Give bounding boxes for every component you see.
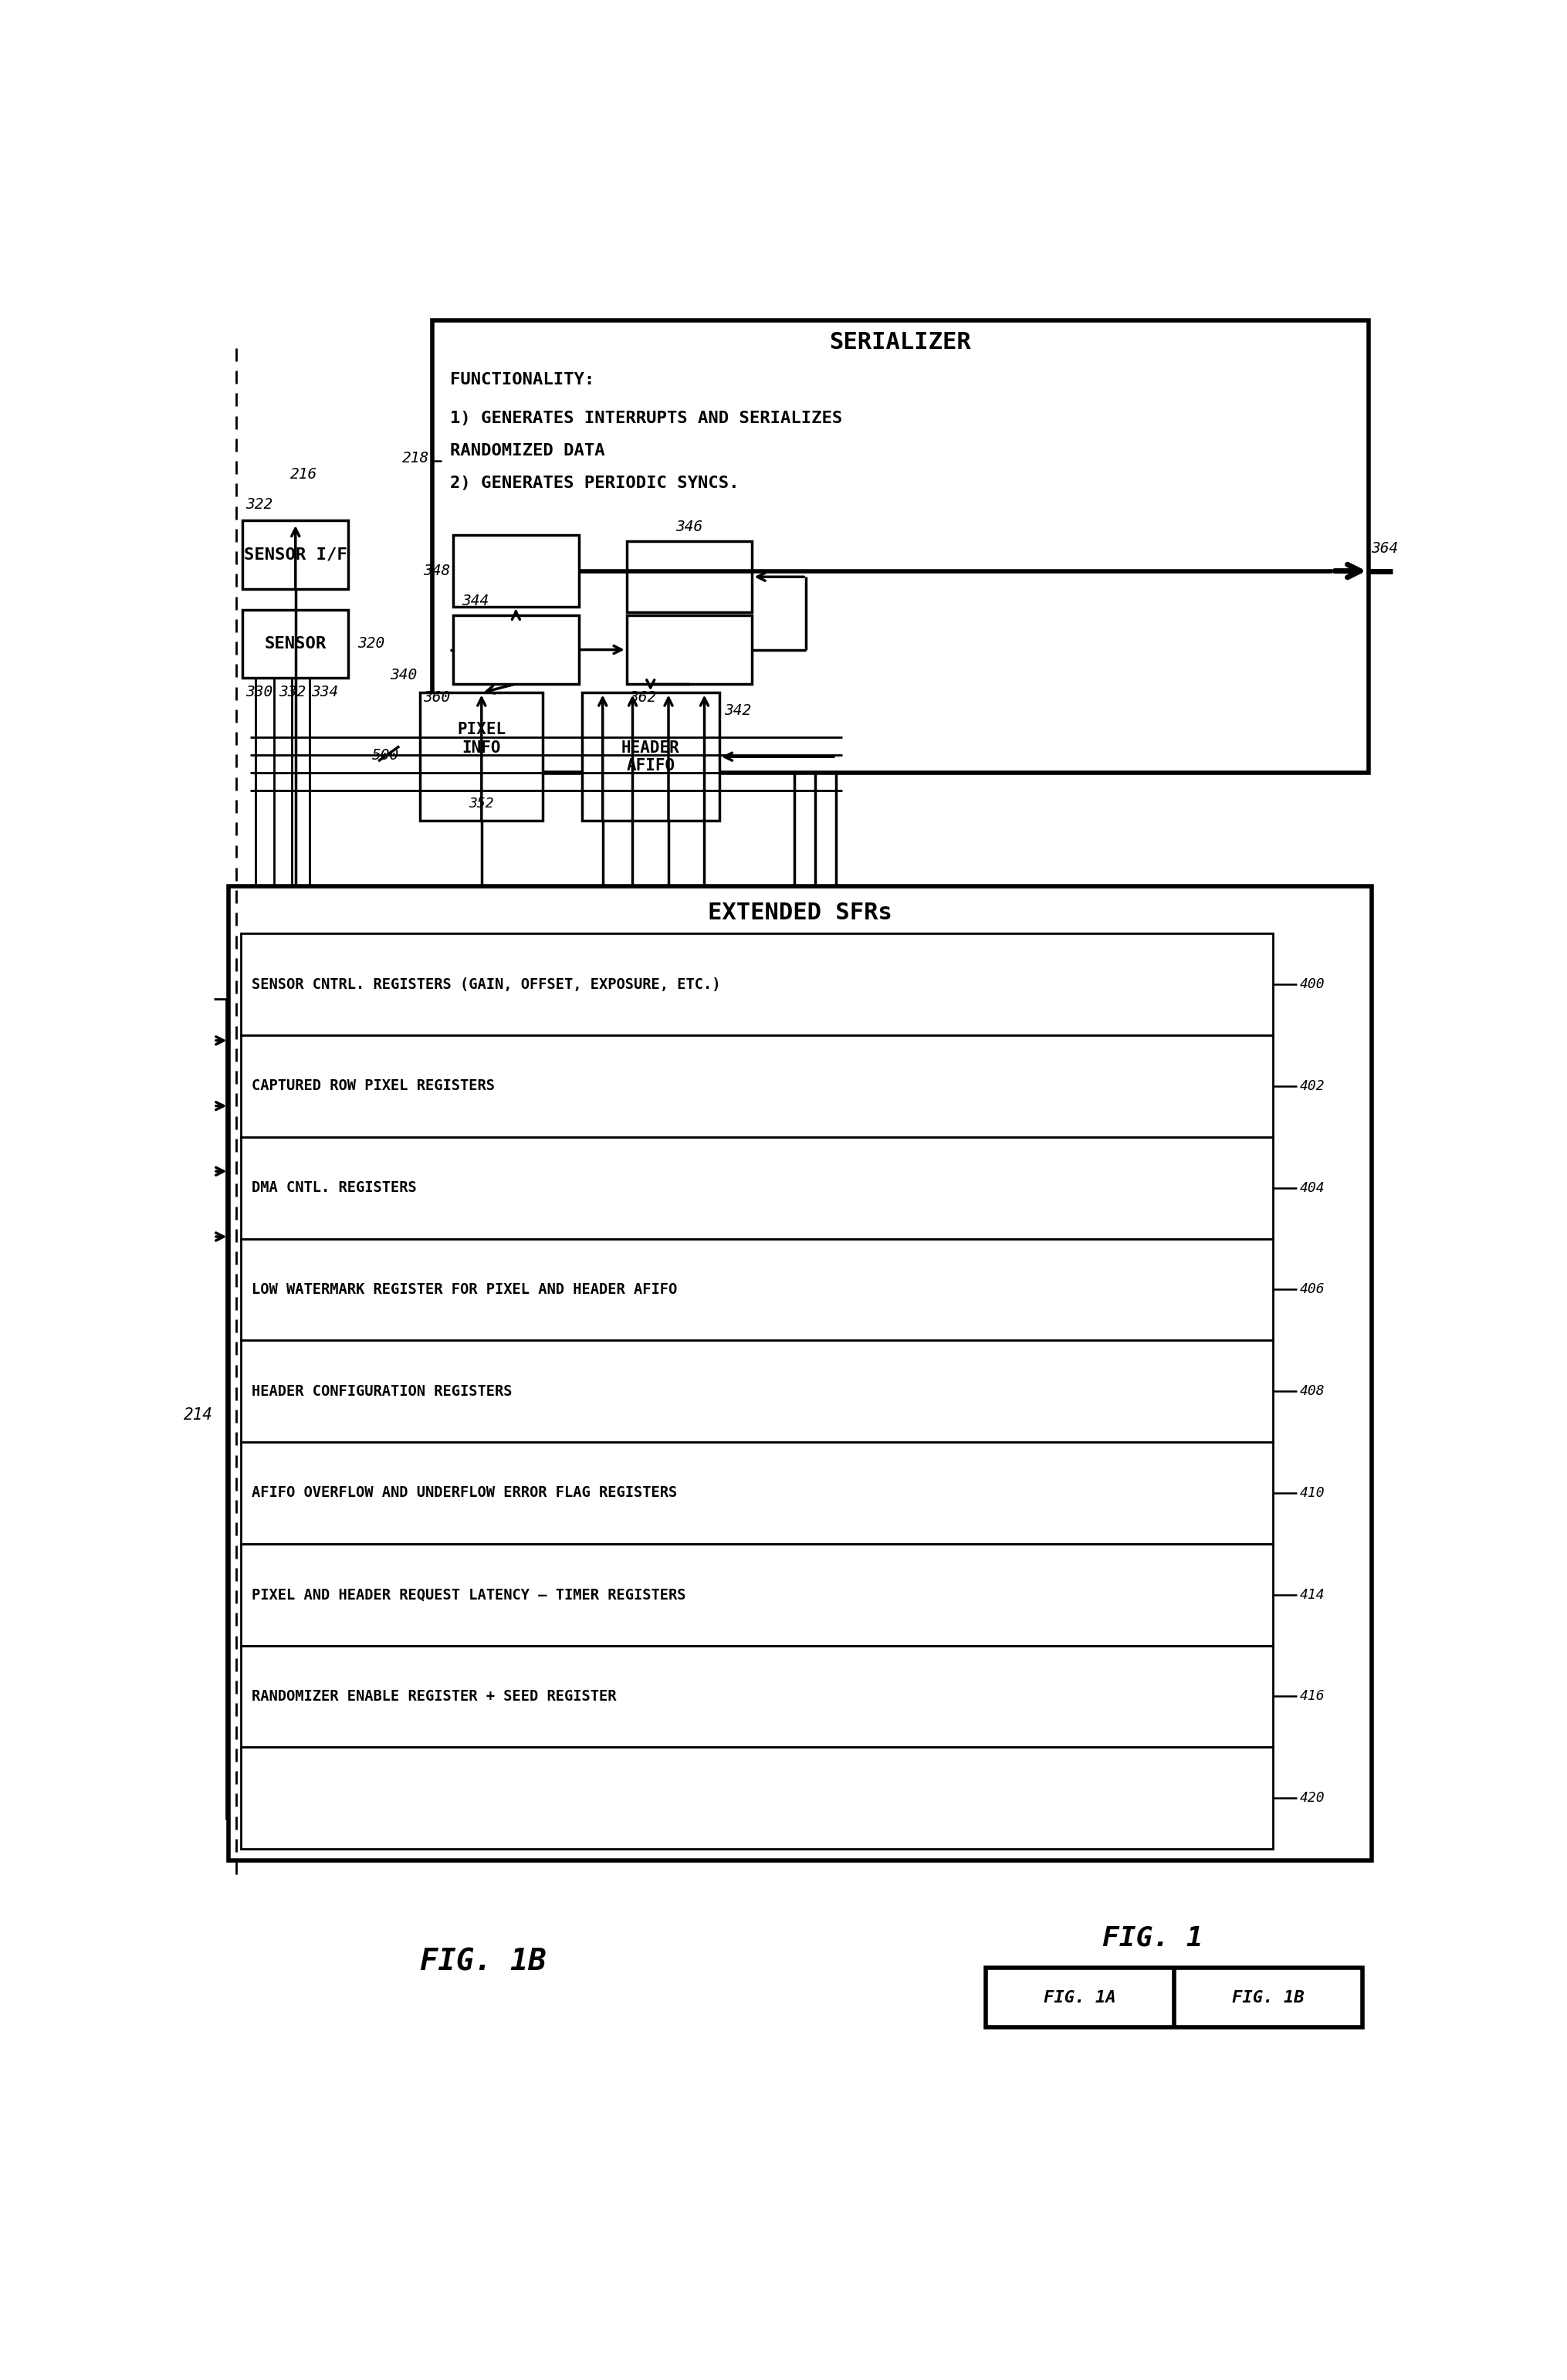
- Bar: [241, 933, 1272, 1035]
- Text: 322: 322: [246, 497, 273, 512]
- Text: 346: 346: [675, 519, 704, 533]
- Bar: [241, 1442, 1272, 1545]
- Text: 420: 420: [1299, 1792, 1324, 1804]
- Bar: [453, 616, 578, 683]
- Text: RANDOMIZER ENABLE REGISTER + SEED REGISTER: RANDOMIZER ENABLE REGISTER + SEED REGIST…: [252, 1690, 616, 1704]
- Text: 340: 340: [390, 666, 417, 683]
- Bar: [241, 1138, 1272, 1238]
- Text: PIXEL AND HEADER REQUEST LATENCY – TIMER REGISTERS: PIXEL AND HEADER REQUEST LATENCY – TIMER…: [252, 1587, 686, 1602]
- Bar: [627, 540, 752, 612]
- Text: 332: 332: [279, 685, 306, 700]
- Text: PIXEL
INFO: PIXEL INFO: [458, 721, 506, 754]
- Text: 360: 360: [423, 690, 450, 704]
- Text: 342: 342: [724, 702, 751, 719]
- Text: FIG. 1: FIG. 1: [1103, 1925, 1203, 1952]
- Text: 320: 320: [357, 635, 384, 652]
- Text: CAPTURED ROW PIXEL REGISTERS: CAPTURED ROW PIXEL REGISTERS: [252, 1078, 495, 1092]
- Bar: [241, 1035, 1272, 1138]
- Bar: [243, 521, 348, 588]
- Text: 410: 410: [1299, 1485, 1324, 1499]
- Bar: [241, 1645, 1272, 1747]
- Text: HEADER CONFIGURATION REGISTERS: HEADER CONFIGURATION REGISTERS: [252, 1383, 512, 1399]
- Text: HEADER
AFIFO: HEADER AFIFO: [621, 740, 680, 774]
- Text: 216: 216: [290, 466, 318, 481]
- Text: 402: 402: [1299, 1078, 1324, 1092]
- Text: SENSOR: SENSOR: [265, 635, 326, 652]
- Text: SENSOR CNTRL. REGISTERS (GAIN, OFFSET, EXPOSURE, ETC.): SENSOR CNTRL. REGISTERS (GAIN, OFFSET, E…: [252, 978, 721, 992]
- Text: 416: 416: [1299, 1690, 1324, 1704]
- Text: RANDOMIZED DATA: RANDOMIZED DATA: [450, 443, 605, 459]
- Text: LOW WATERMARK REGISTER FOR PIXEL AND HEADER AFIFO: LOW WATERMARK REGISTER FOR PIXEL AND HEA…: [252, 1283, 677, 1297]
- Bar: [229, 885, 1371, 1861]
- Text: 500: 500: [373, 747, 400, 762]
- Text: 2) GENERATES PERIODIC SYNCS.: 2) GENERATES PERIODIC SYNCS.: [450, 476, 740, 490]
- Text: 334: 334: [312, 685, 338, 700]
- Text: 408: 408: [1299, 1385, 1324, 1397]
- Text: 404: 404: [1299, 1180, 1324, 1195]
- Text: DMA CNTL. REGISTERS: DMA CNTL. REGISTERS: [252, 1180, 417, 1195]
- Bar: [986, 1968, 1362, 2028]
- Text: FIG. 1B: FIG. 1B: [420, 1947, 547, 1975]
- Bar: [432, 319, 1368, 774]
- Text: EXTENDED SFRs: EXTENDED SFRs: [708, 902, 892, 923]
- Text: 406: 406: [1299, 1283, 1324, 1297]
- Text: 400: 400: [1299, 978, 1324, 992]
- Bar: [581, 693, 719, 821]
- Bar: [241, 1747, 1272, 1849]
- Bar: [241, 1238, 1272, 1340]
- Text: 218: 218: [403, 450, 429, 466]
- Text: SENSOR I/F: SENSOR I/F: [244, 547, 348, 562]
- Bar: [453, 536, 578, 607]
- Text: FIG. 1A: FIG. 1A: [1044, 1990, 1116, 2006]
- Bar: [241, 1340, 1272, 1442]
- Bar: [243, 609, 348, 678]
- Bar: [241, 1545, 1272, 1645]
- Text: 348: 348: [423, 564, 450, 578]
- Text: AFIFO OVERFLOW AND UNDERFLOW ERROR FLAG REGISTERS: AFIFO OVERFLOW AND UNDERFLOW ERROR FLAG …: [252, 1485, 677, 1499]
- Text: 362: 362: [630, 690, 657, 704]
- Bar: [627, 616, 752, 683]
- Text: FIG. 1B: FIG. 1B: [1232, 1990, 1304, 2006]
- Text: 330: 330: [246, 685, 273, 700]
- Text: 1) GENERATES INTERRUPTS AND SERIALIZES: 1) GENERATES INTERRUPTS AND SERIALIZES: [450, 409, 843, 426]
- Text: 214: 214: [183, 1407, 213, 1423]
- Bar: [420, 693, 542, 821]
- Text: 414: 414: [1299, 1587, 1324, 1602]
- Text: 352: 352: [469, 797, 494, 812]
- Text: SERIALIZER: SERIALIZER: [829, 331, 972, 355]
- Text: 364: 364: [1371, 540, 1399, 557]
- Text: 344: 344: [462, 593, 489, 609]
- Text: FUNCTIONALITY:: FUNCTIONALITY:: [450, 371, 594, 388]
